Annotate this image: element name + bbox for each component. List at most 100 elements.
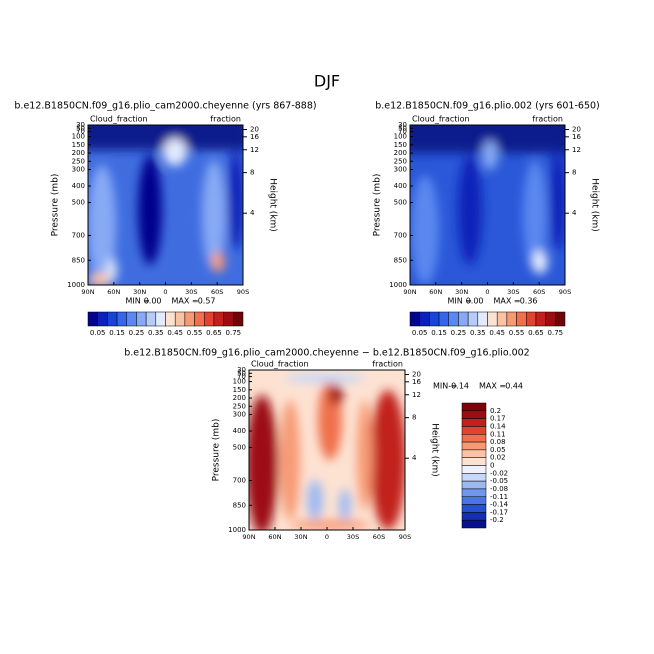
colorbar-label: 0.25 <box>129 329 145 337</box>
max-value: 0.36 <box>520 297 538 306</box>
colorbar-label: 0.05 <box>490 446 506 454</box>
y2-tick-label: 4 <box>412 454 417 462</box>
x-tick-label: 0 <box>163 288 167 296</box>
colorbar-label: -0.05 <box>490 477 508 485</box>
colorbar-box <box>448 311 459 327</box>
colorbar-box <box>461 449 487 458</box>
figure-title: DJF <box>314 72 340 91</box>
y-tick-label: 400 <box>233 427 246 435</box>
y-tick-label: 250 <box>394 157 407 165</box>
y-tick-label: 50 <box>398 124 407 132</box>
y-tick-label: 100 <box>394 133 407 141</box>
colorbar-box <box>461 519 487 529</box>
y-axis-label: Pressure (mb) <box>373 174 383 237</box>
colorbar-label: 0.35 <box>470 329 486 337</box>
colorbar-box <box>233 311 244 327</box>
colorbar-box <box>458 311 469 327</box>
colorbar-box <box>461 402 487 412</box>
min-value: 0.00 <box>144 297 162 306</box>
y-tick-label: 200 <box>394 149 407 157</box>
colorbar-box <box>461 410 487 419</box>
colorbar-box <box>107 311 118 327</box>
min-value: 0.00 <box>466 297 484 306</box>
y-tick-label: 700 <box>233 477 246 485</box>
colorbar-box <box>145 311 157 327</box>
colorbar-label: -0.2 <box>490 516 504 524</box>
max-label: MAX = <box>479 382 506 391</box>
colorbar-label: 0.75 <box>226 329 242 337</box>
y-tick-label: 100 <box>72 133 85 141</box>
y-tick-label: 850 <box>233 501 246 509</box>
colorbar-box <box>461 418 487 427</box>
colorbar-label: -0.11 <box>490 493 508 501</box>
colorbar-box <box>126 311 137 327</box>
y2-tick-label: 8 <box>572 169 576 177</box>
y2-tick-label: 20 <box>412 371 421 379</box>
colorbar-box <box>506 311 517 327</box>
x-tick-label: 90S <box>399 533 411 541</box>
colorbar-box <box>461 465 487 474</box>
colorbar-box <box>213 311 224 327</box>
y-tick-label: 500 <box>72 199 85 207</box>
colorbar-label: 0.17 <box>490 415 506 423</box>
colorbar-box <box>555 311 566 327</box>
colorbar-label: 0.45 <box>167 329 183 337</box>
colorbar-label: 0.55 <box>187 329 203 337</box>
colorbar-box <box>461 512 487 521</box>
y-tick-label: 400 <box>72 182 85 190</box>
colorbar-box <box>409 311 420 327</box>
min-value: -0.14 <box>448 382 469 391</box>
y-tick-label: 1000 <box>67 281 85 289</box>
colorbar-label: 0.15 <box>109 329 125 337</box>
y-tick-label: 70 <box>398 128 407 136</box>
colorbar-label: -0.02 <box>490 469 508 477</box>
colorbar-label: 0.15 <box>431 329 447 337</box>
colorbar-box <box>516 311 527 327</box>
y-tick-label: 30 <box>398 121 407 129</box>
y2-tick-label: 16 <box>250 133 259 141</box>
y-tick-label: 200 <box>233 394 246 402</box>
max-value: 0.44 <box>505 382 523 391</box>
colorbar-box <box>429 311 440 327</box>
panel-title: b.e12.B1850CN.f09_g16.plio_cam2000.cheye… <box>14 101 316 112</box>
y-tick-label: 70 <box>237 373 246 381</box>
units-label: fraction <box>210 115 241 124</box>
x-tick-label: 60S <box>211 288 223 296</box>
colorbar-box <box>194 311 205 327</box>
colorbar-box <box>487 311 498 327</box>
y2-axis-label: Height (km) <box>590 178 600 232</box>
y-tick-label: 400 <box>394 182 407 190</box>
colorbar-box <box>461 473 487 482</box>
colorbar-box <box>467 311 479 327</box>
y-tick-label: 300 <box>394 166 407 174</box>
y-tick-label: 150 <box>72 141 85 149</box>
colorbar-box <box>165 311 176 327</box>
colorbar-box <box>526 311 537 327</box>
y2-tick-label: 8 <box>250 169 254 177</box>
colorbar-label: 0.02 <box>490 454 506 462</box>
y-tick-label: 850 <box>394 256 407 264</box>
panel-title: b.e12.B1850CN.f09_g16.plio.002 (yrs 601-… <box>375 101 600 112</box>
y-tick-label: 30 <box>76 121 85 129</box>
colorbar-label: 0.35 <box>148 329 164 337</box>
y-tick-label: 50 <box>237 369 246 377</box>
colorbar-box <box>461 504 487 513</box>
y2-axis-label: Height (km) <box>268 178 278 232</box>
x-tick-label: 0 <box>325 533 329 541</box>
colorbar-box <box>419 311 430 327</box>
colorbar-label: -0.08 <box>490 485 508 493</box>
x-tick-label: 90S <box>237 288 249 296</box>
x-tick-label: 60S <box>533 288 545 296</box>
y2-tick-label: 20 <box>572 126 581 134</box>
colorbar-label: 0.75 <box>548 329 564 337</box>
colorbar-box <box>155 311 166 327</box>
colorbar-box <box>136 311 147 327</box>
y-tick-label: 150 <box>233 386 246 394</box>
y-tick-label: 50 <box>76 124 85 132</box>
colorbar-box <box>116 311 127 327</box>
y-tick-label: 30 <box>237 366 246 374</box>
max-label: MAX = <box>494 297 521 306</box>
colorbar-label: -0.14 <box>490 501 509 509</box>
